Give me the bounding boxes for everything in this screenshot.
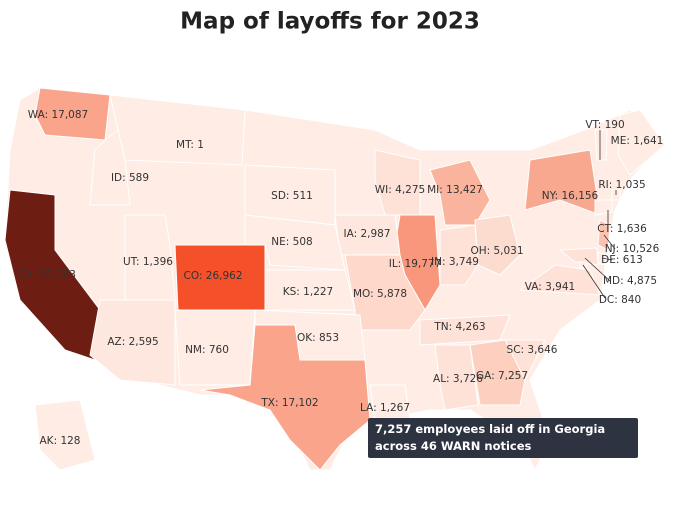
leader-line [582, 264, 606, 299]
leader-line [603, 234, 616, 250]
leader-line [584, 257, 611, 282]
map-title: Map of layoffs for 2023 [180, 9, 480, 35]
state-label: LA: 1,267 [360, 402, 410, 414]
state-label: WI: 4,275 [375, 184, 425, 196]
state-label: KS: 1,227 [283, 286, 334, 298]
state-label: AZ: 2,595 [107, 336, 158, 348]
state [518, 264, 601, 296]
state [34, 87, 111, 141]
state-label: ME: 1,641 [611, 135, 664, 147]
state [617, 109, 666, 176]
state-label: VT: 190 [585, 119, 624, 131]
state-label: RI: 1,035 [598, 179, 645, 191]
state-label: AL: 3,726 [433, 373, 483, 385]
state-label: MO: 5,878 [353, 288, 407, 300]
state-label: MI: 13,427 [427, 184, 483, 196]
tooltip: 7,257 employees laid off in Georgia acro… [368, 418, 638, 458]
state-label: VA: 3,941 [525, 281, 575, 293]
state-label: IA: 2,987 [343, 228, 390, 240]
state-label: MD: 4,875 [603, 275, 657, 287]
state-label: NJ: 10,526 [605, 243, 660, 255]
state [34, 399, 96, 471]
state-label: AK: 128 [40, 435, 81, 447]
state-label: NE: 508 [271, 236, 312, 248]
leader-line [601, 257, 613, 261]
state-label: ID: 589 [111, 172, 149, 184]
state-label: WA: 17,087 [28, 109, 88, 121]
state-label: CA: 56,383 [18, 269, 76, 281]
state-label: DE: 613 [601, 254, 643, 266]
state-label: CO: 26,962 [183, 270, 242, 282]
state-label: OH: 5,031 [470, 245, 523, 257]
state [594, 199, 613, 216]
state-label: OK: 853 [297, 332, 339, 344]
state [344, 254, 426, 331]
state-label: IN: 3,749 [431, 256, 479, 268]
state-label: TN: 4,263 [433, 321, 485, 333]
state [4, 189, 101, 361]
state-label: SD: 511 [271, 190, 313, 202]
state [199, 324, 371, 471]
state [469, 339, 526, 406]
state-label: MT: 1 [176, 139, 204, 151]
state [124, 214, 176, 301]
state-label: GA: 7,257 [476, 370, 528, 382]
state [89, 299, 176, 386]
state [439, 224, 479, 286]
state [524, 149, 601, 216]
state-label: NY: 16,156 [542, 190, 599, 202]
state [374, 149, 421, 216]
state [594, 129, 608, 161]
state [89, 129, 131, 206]
state-label: DC: 840 [599, 294, 641, 306]
state-label: NM: 760 [185, 344, 229, 356]
state-label: TX: 17,102 [260, 397, 318, 409]
state-label: SC: 3,646 [507, 344, 558, 356]
state-label: IL: 19,777 [389, 258, 442, 270]
state-label: CT: 1,636 [597, 223, 647, 235]
state [434, 344, 479, 411]
state-label: UT: 1,396 [123, 256, 173, 268]
state [109, 94, 246, 166]
